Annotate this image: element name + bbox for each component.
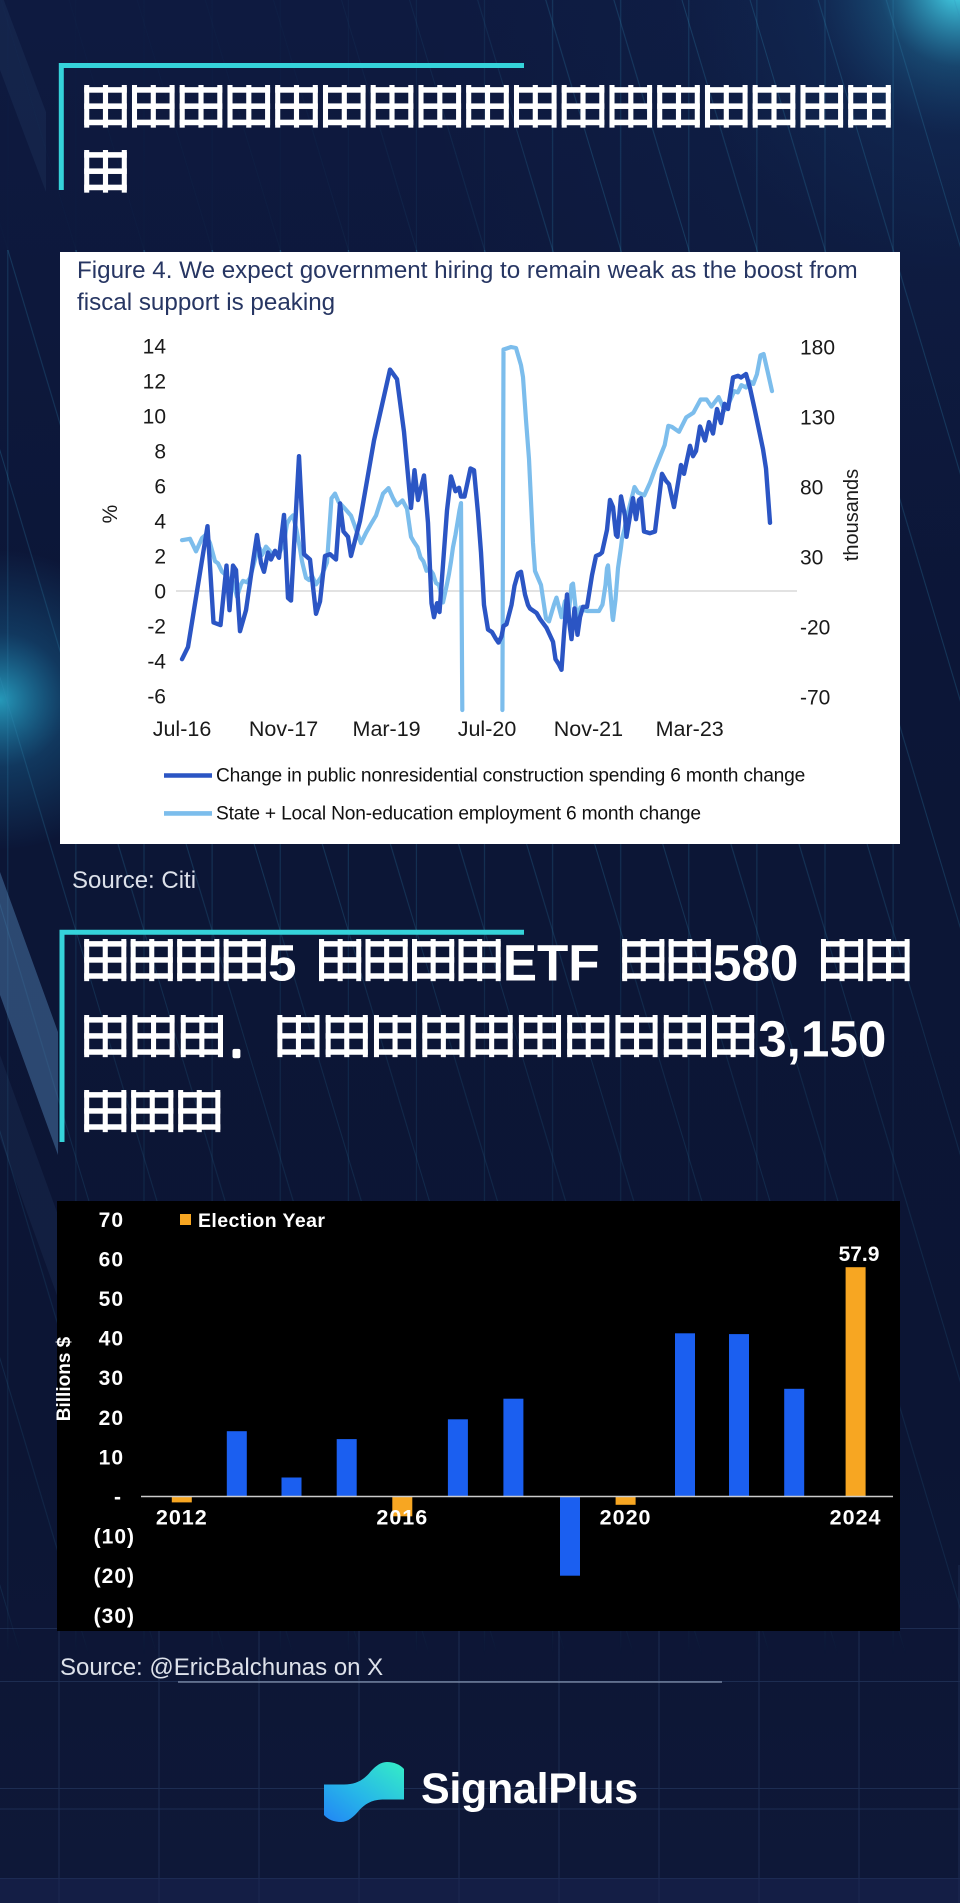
svg-text:Mar-23: Mar-23 [656,717,724,741]
svg-text:80: 80 [800,477,823,500]
svg-text:2016: 2016 [376,1506,428,1530]
svg-text:50: 50 [99,1288,124,1311]
svg-text:(10): (10) [94,1526,135,1549]
svg-text:(30): (30) [94,1605,135,1628]
svg-text:%: % [99,505,122,524]
svg-text:-70: -70 [800,687,830,710]
svg-text:fiscal support is peaking: fiscal support is peaking [77,289,335,316]
svg-text:14: 14 [143,336,167,359]
svg-text:State + Local Non-education em: State + Local Non-education employment 6… [216,803,701,824]
svg-text:Figure 4. We expect government: Figure 4. We expect government hiring to… [77,257,858,284]
svg-text:Nov-17: Nov-17 [249,717,318,741]
svg-text:580: 580 [713,934,798,991]
svg-text:57.9: 57.9 [839,1243,880,1266]
svg-text:ETF: ETF [503,934,600,991]
svg-text:-6: -6 [147,686,166,709]
svg-text:Source: @EricBalchunas on X: Source: @EricBalchunas on X [60,1654,383,1681]
svg-text:Jul-20: Jul-20 [458,717,517,741]
svg-text:Election Year: Election Year [198,1210,325,1232]
svg-text:20: 20 [99,1407,124,1430]
svg-text:60: 60 [99,1248,124,1271]
svg-text:6: 6 [154,476,166,499]
svg-text:2020: 2020 [600,1506,652,1530]
svg-text:-: - [114,1486,121,1509]
svg-text:180: 180 [800,337,835,360]
svg-text:(20): (20) [94,1565,135,1588]
svg-text:12: 12 [143,371,166,394]
svg-text:5: 5 [268,934,296,991]
svg-text:2024: 2024 [830,1506,882,1530]
svg-text:SignalPlus: SignalPlus [421,1765,638,1813]
svg-text:10: 10 [99,1446,124,1469]
svg-text:-2: -2 [147,616,166,639]
svg-text:Source: Citi: Source: Citi [72,867,196,894]
svg-text:3,150: 3,150 [758,1010,886,1067]
svg-text:Mar-19: Mar-19 [353,717,421,741]
svg-text:4: 4 [154,511,166,534]
svg-text:40: 40 [99,1328,124,1351]
svg-text:0: 0 [154,581,166,604]
svg-text:Billions $: Billions $ [54,1336,75,1421]
svg-text:30: 30 [99,1367,124,1390]
svg-text:2012: 2012 [156,1506,208,1530]
svg-text:Change in public nonresidentia: Change in public nonresidential construc… [216,766,805,787]
svg-text:Jul-16: Jul-16 [153,717,212,741]
svg-text:30: 30 [800,547,823,570]
svg-text:-20: -20 [800,617,830,640]
svg-text:8: 8 [154,441,166,464]
svg-text:10: 10 [143,406,166,429]
svg-text:-4: -4 [147,651,166,674]
svg-text:130: 130 [800,407,835,430]
svg-text:thousands: thousands [841,469,863,561]
svg-text:70: 70 [99,1209,124,1232]
svg-text:Nov-21: Nov-21 [554,717,623,741]
svg-text:2: 2 [154,546,166,569]
